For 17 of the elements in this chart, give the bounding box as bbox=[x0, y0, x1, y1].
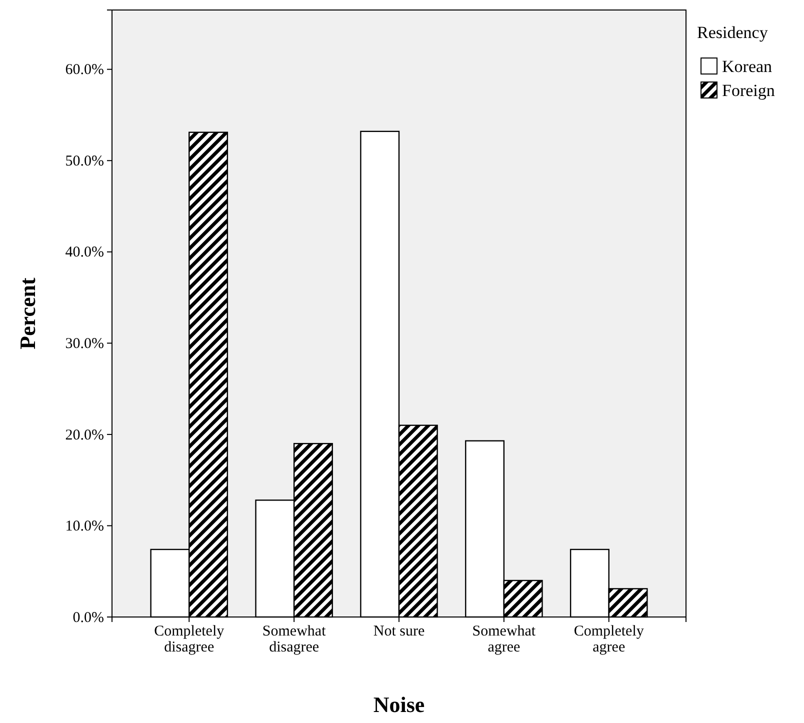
x-axis-title: Noise bbox=[373, 692, 425, 717]
x-tick-label: Somewhat disagree bbox=[262, 624, 327, 656]
y-tick-label: 20.0% bbox=[65, 427, 104, 444]
y-tick-label: 60.0% bbox=[65, 62, 104, 78]
y-tick-label: 0.0% bbox=[72, 610, 104, 626]
x-tick-label: Completely disagree bbox=[154, 624, 225, 656]
x-tick-label: Somewhat agree bbox=[472, 624, 536, 656]
legend-title: Residency bbox=[697, 23, 768, 42]
legend-label: Foreign bbox=[722, 81, 776, 100]
y-tick-label: 30.0% bbox=[65, 336, 104, 352]
x-tick-label: Completely agree bbox=[574, 624, 644, 656]
x-tick-label: Not sure bbox=[373, 624, 425, 640]
y-tick-label: 10.0% bbox=[65, 518, 104, 535]
y-axis-title: Percent bbox=[15, 277, 40, 350]
y-tick-label: 50.0% bbox=[65, 153, 104, 170]
legend-label: Korean bbox=[722, 57, 773, 76]
y-tick-label: 40.0% bbox=[65, 244, 104, 261]
